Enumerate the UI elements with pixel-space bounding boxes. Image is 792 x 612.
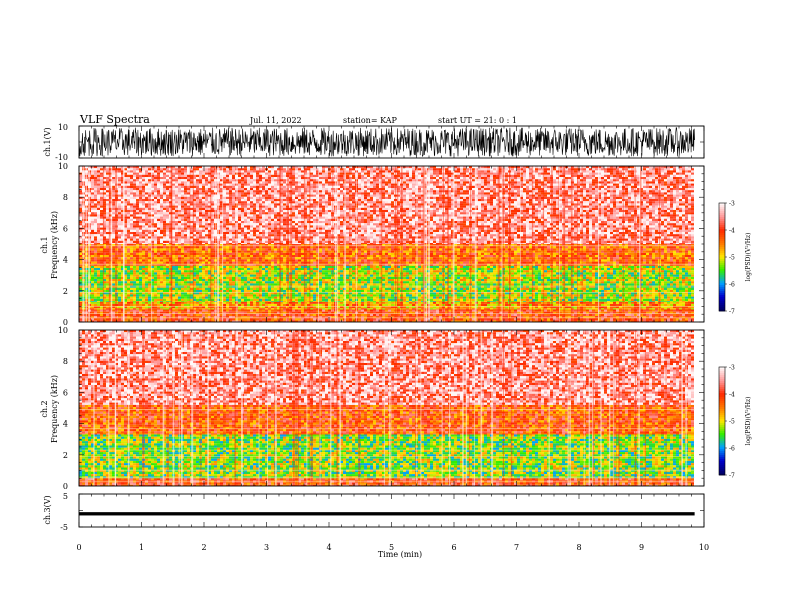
colorbar-tick-label: -3 — [729, 365, 735, 372]
ch1-waveform-trace — [79, 128, 695, 157]
ch2-spectrogram-panel — [79, 330, 704, 486]
ch1-spec-ylabel-top: ch.1 — [40, 236, 49, 253]
ch2-spec-ytick: 0 — [63, 482, 68, 491]
colorbar-tick-label: -3 — [729, 201, 735, 208]
x-axis-label: Time (min) — [378, 550, 422, 559]
x-tick-label: 10 — [699, 543, 709, 552]
colorbar-tick-label: -6 — [729, 282, 735, 289]
ch2-spec-band-3 — [79, 330, 694, 405]
colorbar-tick-label: -4 — [729, 392, 735, 399]
ch1-spec-ytick: 6 — [63, 224, 68, 233]
ch1-wave-ymin: -10 — [55, 153, 68, 162]
ch2-spec-ytick: 2 — [63, 451, 68, 460]
ch1-spec-ytick: 2 — [63, 287, 68, 296]
colorbar-tick-label: -6 — [729, 446, 735, 453]
vlf-figure: VLF Spectra Jul. 11, 2022 station= KAP s… — [0, 0, 792, 612]
date-label: Jul. 11, 2022 — [249, 116, 302, 125]
ch2-spec-band-0 — [79, 478, 694, 486]
x-tick-label: 7 — [514, 543, 519, 552]
ch1-spec-ytick: 10 — [58, 162, 68, 171]
x-tick-label: 4 — [326, 543, 331, 552]
ch3-waveform-trace — [79, 512, 695, 515]
ch3-wave-ymax: 5 — [63, 492, 68, 501]
ch2-spec-ytick: 6 — [63, 388, 68, 397]
colorbar-tick-label: -4 — [729, 228, 735, 235]
colorbar-tick-label: -7 — [729, 309, 735, 316]
figure-title: VLF Spectra — [79, 113, 150, 126]
x-tick-label: 9 — [639, 543, 644, 552]
ch1-spec-ytick: 8 — [63, 193, 68, 202]
ch3-wave-ylabel: ch.3(V) — [43, 495, 52, 524]
ch2-spec-ylabel: Frequency (kHz) — [50, 375, 59, 443]
ch1-waveform-panel — [79, 128, 695, 157]
ch3-waveform-panel — [79, 512, 695, 515]
colorbar-ch2: -3 -4 -5 -6 -7 log(PSD)(V²/Hz) — [719, 365, 752, 480]
x-tick-label: 1 — [139, 543, 144, 552]
colorbar-ch1: -3 -4 -5 -6 -7 log(PSD)(V²/Hz) — [719, 201, 752, 316]
ch2-spec-ytick: 4 — [63, 420, 68, 429]
ch2-spec-ylabel-top: ch.2 — [40, 400, 49, 417]
ch1-spec-ytick: 4 — [63, 256, 68, 265]
ch2-spec-ytick: 8 — [63, 357, 68, 366]
x-tick-label: 6 — [451, 543, 456, 552]
colorbar-tick-label: -5 — [729, 419, 735, 426]
x-tick-label: 3 — [264, 543, 269, 552]
colorbar-tick-label: -5 — [729, 255, 735, 262]
ch1-spec-ylabel: Frequency (kHz) — [50, 211, 59, 279]
colorbar-label: log(PSD)(V²/Hz) — [745, 397, 752, 446]
x-tick-label: 0 — [76, 543, 81, 552]
station-label: station= KAP — [343, 116, 398, 125]
x-tick-label: 2 — [201, 543, 206, 552]
ch1-spectrogram-panel — [79, 166, 704, 322]
colorbar-label: log(PSD)(V²/Hz) — [745, 233, 752, 282]
ch1-wave-ylabel: ch.1(V) — [43, 127, 52, 156]
ch3-wave-ymin: -5 — [60, 523, 68, 532]
start-time-label: start UT = 21: 0 : 1 — [438, 116, 517, 125]
colorbar-tick-label: -7 — [729, 473, 735, 480]
ch1-wave-ymax: 10 — [58, 123, 68, 132]
ch2-spec-ytick: 10 — [58, 326, 68, 335]
x-tick-label: 8 — [576, 543, 581, 552]
